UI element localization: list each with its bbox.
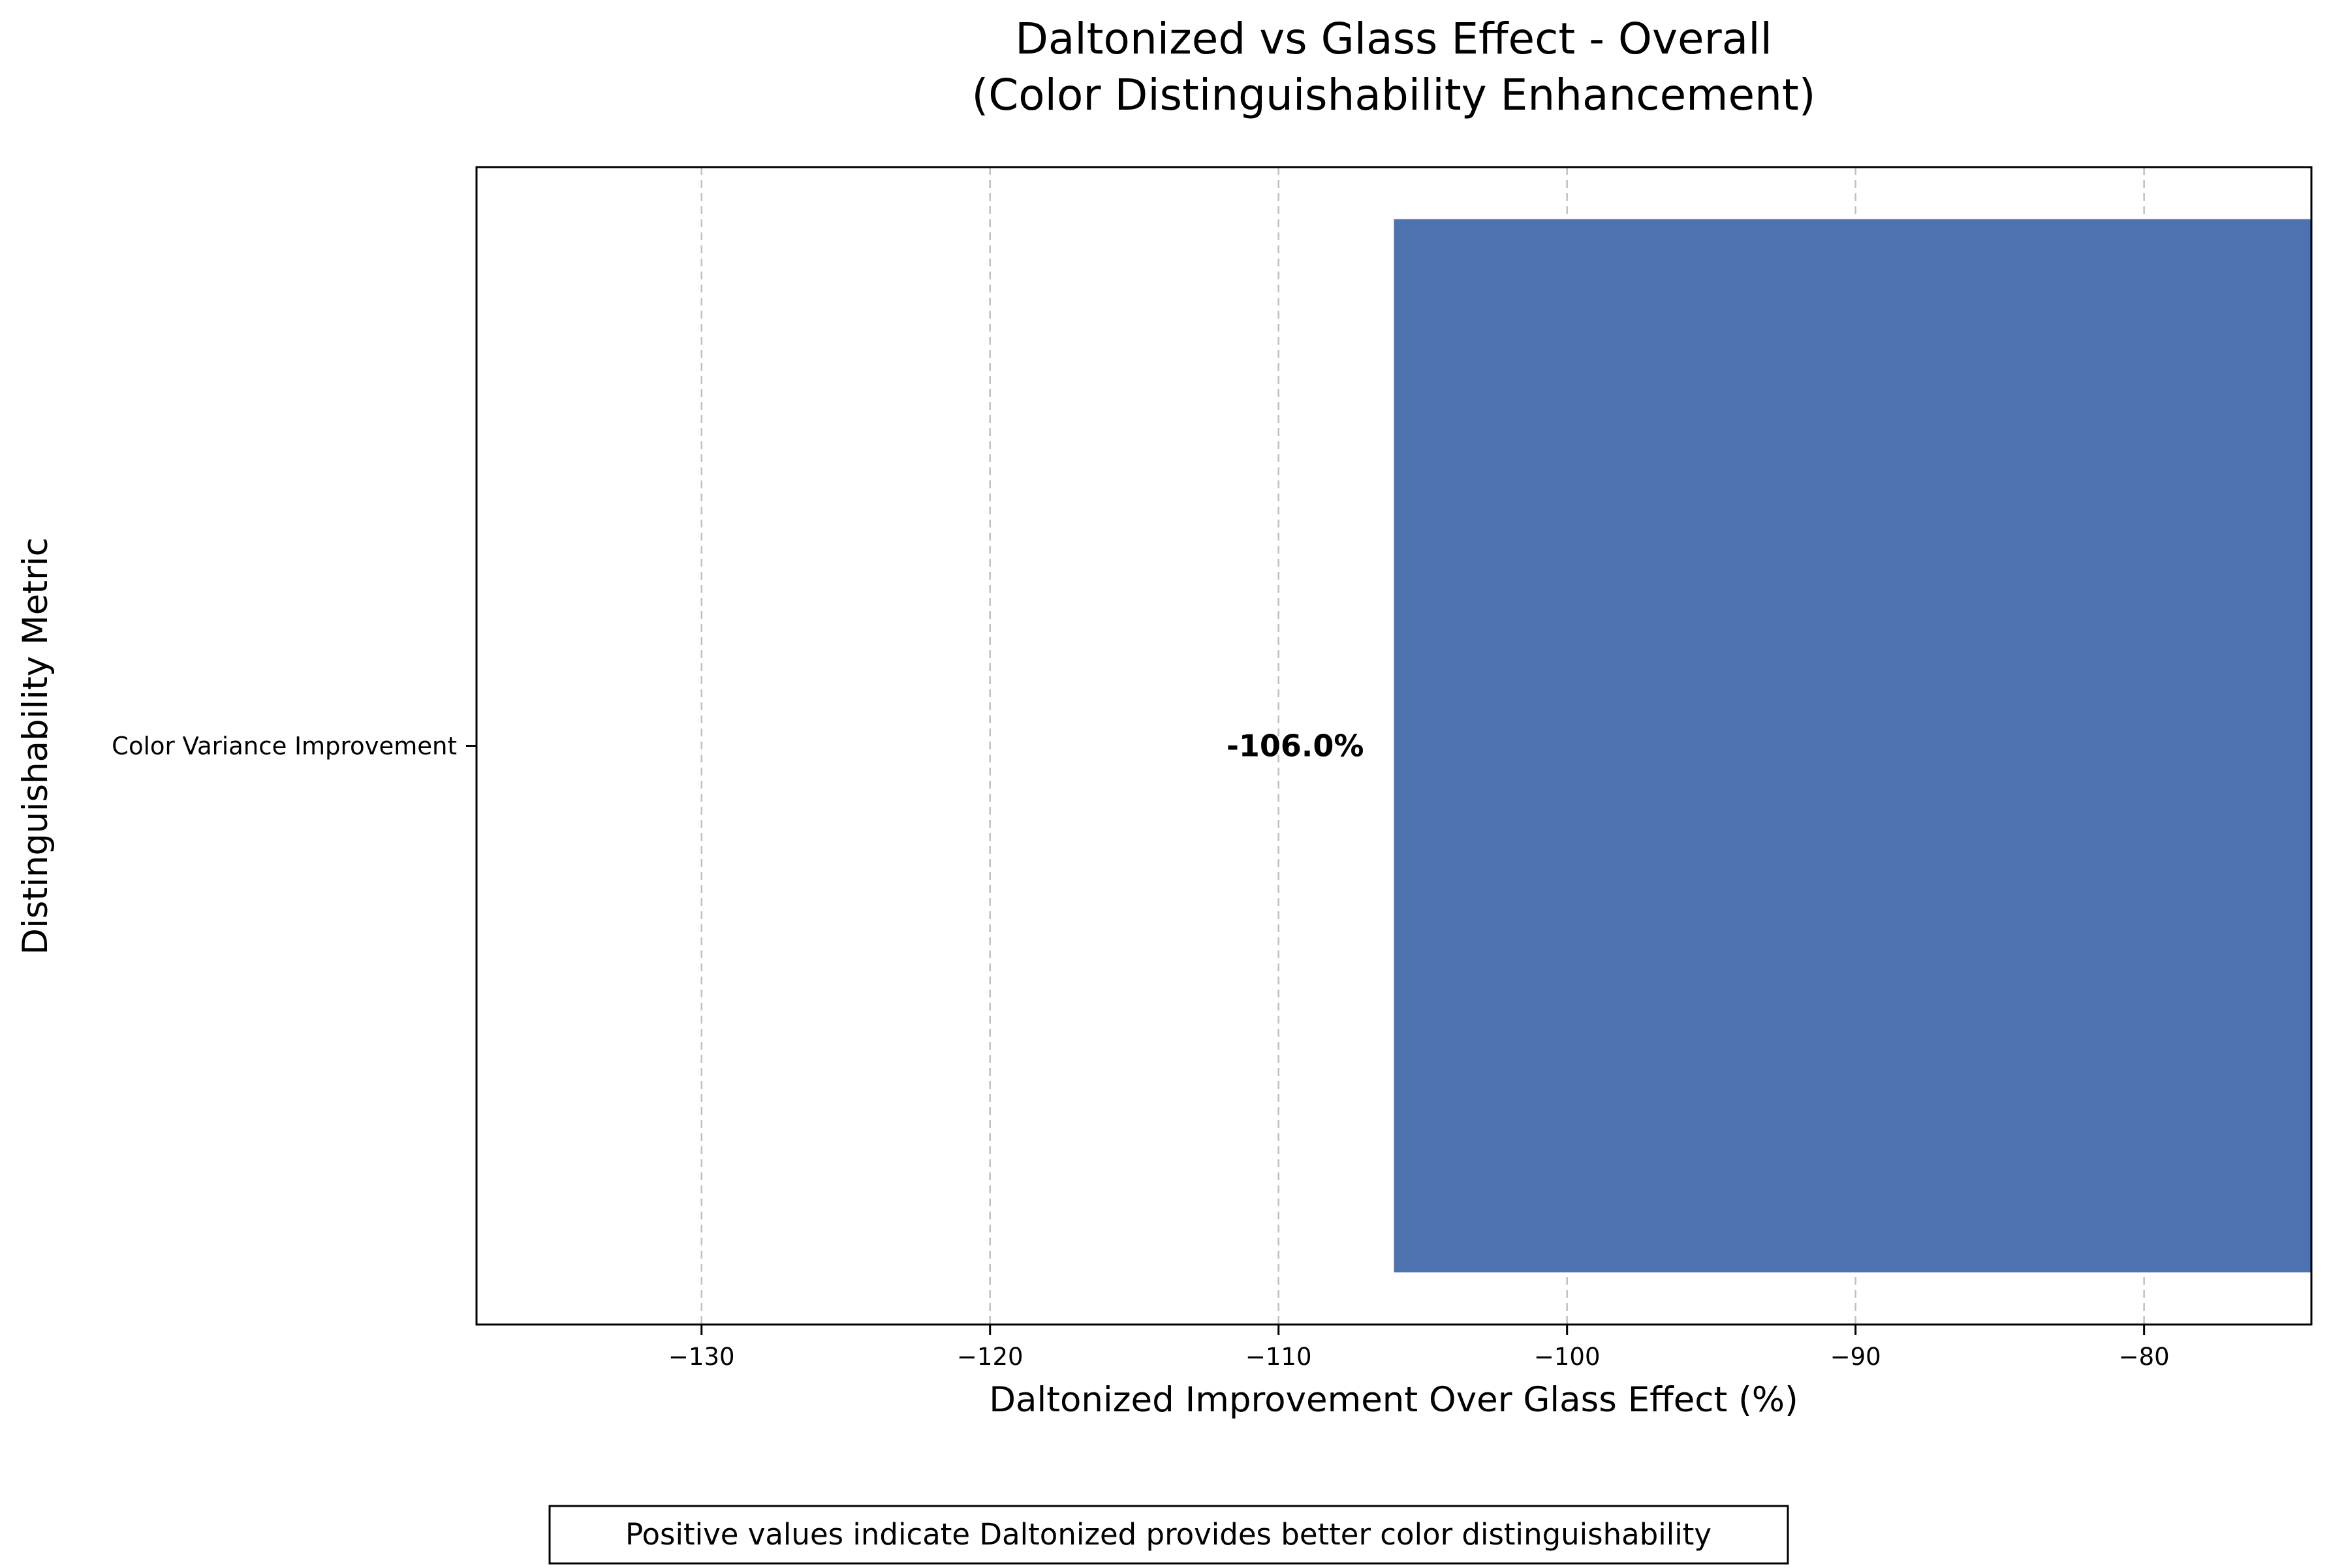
y-axis-label: Distinguishability Metric: [16, 537, 55, 954]
x-tick-label: −100: [1534, 1343, 1601, 1371]
bar: [1394, 219, 2311, 1273]
bars: [1394, 219, 2311, 1273]
chart-title-line1: Daltonized vs Glass Effect - Overall: [1015, 14, 1772, 64]
y-ticks: Color Variance Improvement: [112, 732, 477, 760]
bar-value-label: -106.0%: [1227, 729, 1364, 764]
annotation-text: Positive values indicate Daltonized prov…: [625, 1517, 1712, 1552]
x-ticks: −130 −120 −110 −100 −90 −80: [668, 1325, 2170, 1371]
annotation-frame: [548, 1505, 1789, 1565]
x-tick-label: −110: [1245, 1343, 1312, 1371]
y-tick-label: Color Variance Improvement: [112, 732, 457, 760]
x-tick-label: −130: [668, 1343, 735, 1371]
chart-title-line2: (Color Distinguishability Enhancement): [971, 70, 1815, 120]
x-tick-label: −90: [1830, 1343, 1881, 1371]
x-axis-label: Daltonized Improvement Over Glass Effect…: [989, 1380, 1798, 1420]
x-tick-label: −80: [2119, 1343, 2170, 1371]
annotation-box: Positive values indicate Daltonized prov…: [548, 1505, 1789, 1565]
x-tick-label: −120: [957, 1343, 1024, 1371]
data-labels: -106.0%: [1227, 729, 1364, 764]
